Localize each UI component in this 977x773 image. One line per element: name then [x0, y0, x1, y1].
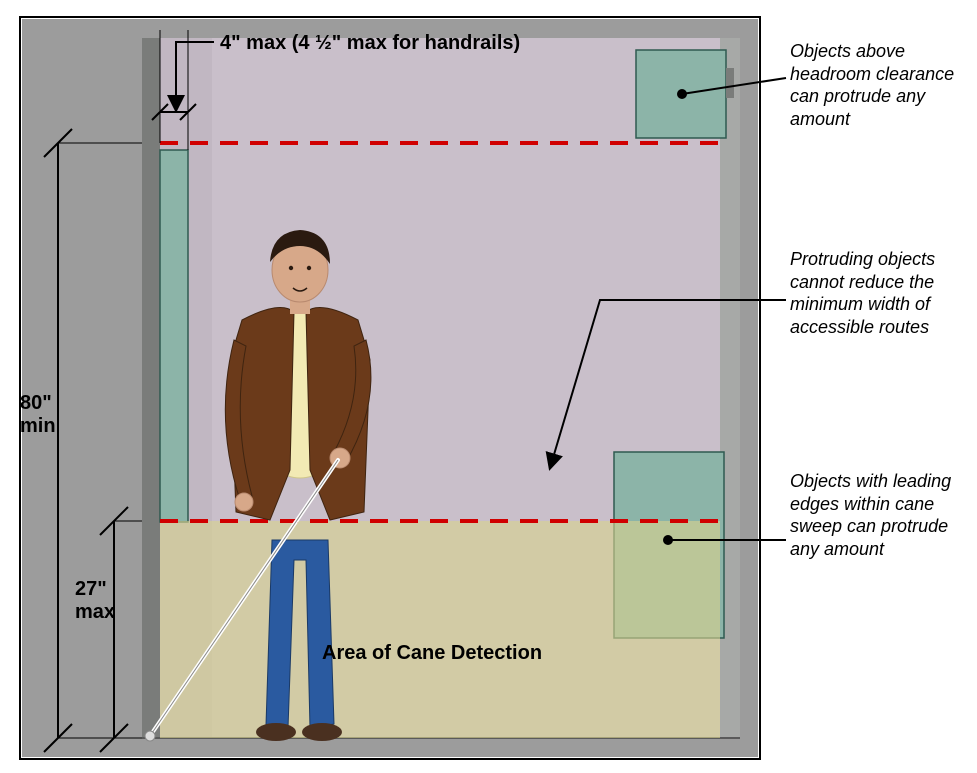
cane-detection-area — [160, 521, 720, 738]
callout-cane-dot — [663, 535, 673, 545]
top-right-bracket — [726, 68, 734, 98]
cane-area-label: Area of Cane Detection — [322, 642, 542, 665]
annotation-headroom: Objects above headroom clearance can pro… — [790, 40, 970, 130]
left-wall-object — [160, 150, 188, 522]
dim-27-label: 27" max — [75, 578, 115, 624]
sidewall-left — [142, 38, 160, 738]
annotation-cane-sweep: Objects with leading edges within cane s… — [790, 470, 970, 560]
cane-tip — [145, 731, 155, 741]
diagram-stage: 4" max (4 ½" max for handrails) 80" min … — [0, 0, 977, 773]
callout-headroom-dot — [677, 89, 687, 99]
top-protrusion-label: 4" max (4 ½" max for handrails) — [220, 32, 520, 55]
annotation-min-width: Protruding objects cannot reduce the min… — [790, 248, 970, 338]
dim-80-label: 80" min — [20, 392, 56, 438]
